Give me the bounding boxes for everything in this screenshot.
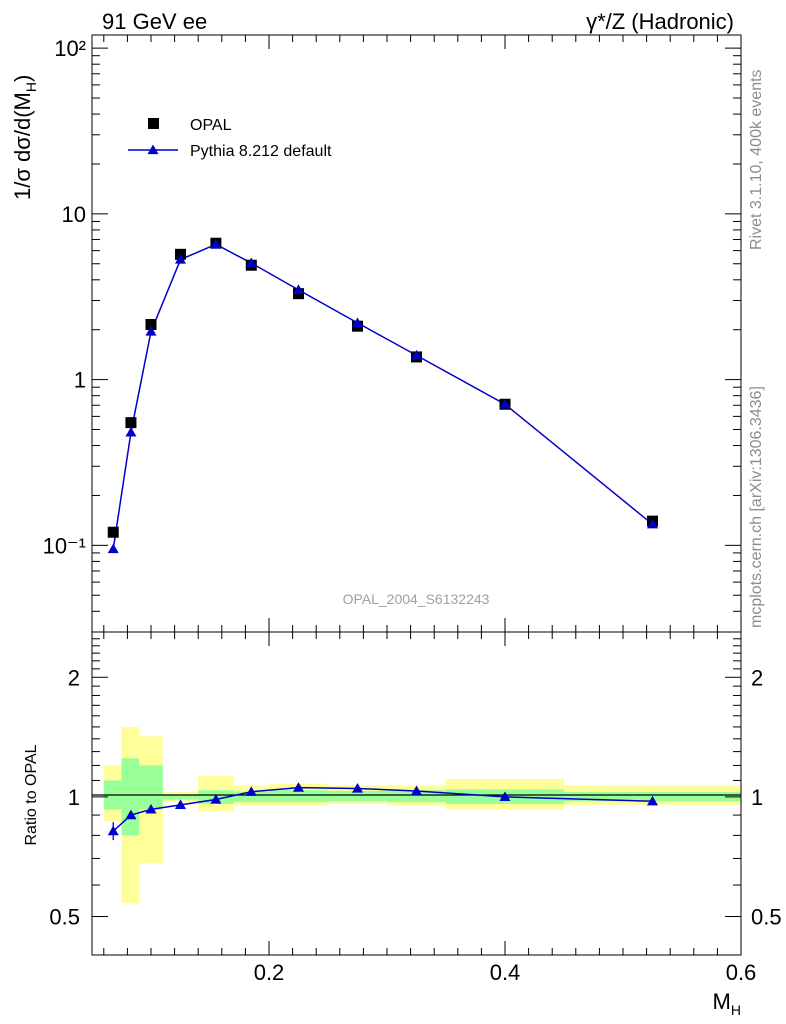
ratio-mc-point — [411, 785, 422, 796]
ratio-panel: 2 2 1 1 0.5 0.5 Ratio to OPAL 0.2 0.4 0.6 MH — [23, 631, 782, 1018]
ratio-mc-point — [125, 809, 137, 820]
ratio-band-inner — [162, 794, 199, 800]
mc-point — [647, 518, 658, 529]
ratio-y-tick-label-right: 2 — [751, 665, 763, 690]
y-tick-label: 10² — [54, 36, 86, 61]
data-point — [107, 526, 119, 538]
y-tick-label: 1 — [74, 368, 86, 393]
legend-mc-marker — [147, 144, 159, 155]
data-point — [145, 319, 157, 331]
x-axis-title: MH — [713, 989, 741, 1018]
ratio-frame — [91, 631, 742, 956]
header-left: 91 GeV ee — [102, 9, 207, 34]
ratio-y-tick-label: 0.5 — [49, 904, 80, 929]
mc-point — [245, 257, 257, 268]
x-tick-label: 0.4 — [490, 960, 521, 985]
mc-point — [411, 349, 422, 360]
mc-point — [145, 326, 157, 336]
ratio-mc-point — [107, 825, 119, 836]
ratio-mc-point — [175, 799, 186, 809]
ratio-mc-point — [245, 786, 257, 796]
legend-label-data: OPAL — [190, 117, 232, 134]
ratio-band-inner — [387, 790, 446, 803]
ratio-y-tick-label: 2 — [68, 665, 80, 690]
main-panel: 10² 10 1 10⁻¹ 1/σ dσ/d(MH) OPAL_2004_S61322… — [10, 34, 742, 633]
ratio-mc-point — [293, 782, 304, 792]
rivet-label: Rivet 3.1.10, 400k events — [748, 69, 765, 250]
ratio-y-tick-label-right: 1 — [751, 785, 763, 810]
mc-point — [293, 284, 304, 294]
mc-point — [107, 543, 119, 554]
analysis-id: OPAL_2004_S6132243 — [343, 591, 490, 607]
mc-point — [125, 426, 137, 437]
x-tick-label: 0.2 — [254, 960, 285, 985]
ratio-mc-point — [352, 782, 363, 793]
legend-data-marker — [148, 118, 159, 129]
ratio-mc-point — [210, 793, 222, 804]
ratio-y-tick-label: 1 — [68, 785, 80, 810]
header-right: γ*/Z (Hadronic) — [586, 9, 734, 34]
ratio-mc-point — [145, 803, 157, 814]
ratio-band-inner — [328, 790, 387, 802]
ratio-band-inner — [121, 758, 140, 836]
legend: OPAL Pythia 8.212 default — [128, 117, 332, 160]
legend-label-mc: Pythia 8.212 default — [190, 143, 332, 160]
mc-line — [112, 243, 653, 550]
x-tick-label: 0.6 — [726, 960, 757, 985]
ratio-y-tick-label-right: 0.5 — [751, 904, 782, 929]
ratio-band-inner — [233, 791, 269, 803]
mcplots-label: mcplots.cern.ch [arXiv:1306.3436] — [748, 386, 765, 628]
mc-point — [175, 254, 186, 264]
mc-point — [499, 398, 511, 409]
ratio-band-inner — [269, 790, 328, 803]
ratio-y-axis-title: Ratio to OPAL — [23, 744, 40, 845]
ratio-mc-point — [499, 791, 511, 802]
data-point — [125, 417, 137, 429]
y-tick-label: 10 — [62, 202, 86, 227]
mc-point — [352, 317, 363, 327]
y-tick-label: 10⁻¹ — [43, 533, 86, 558]
ratio-mc-point — [647, 795, 658, 806]
main-y-axis-title: 1/σ dσ/d(MH) — [10, 75, 39, 200]
ratio-band-inner — [139, 765, 163, 810]
mc-point — [210, 238, 222, 249]
